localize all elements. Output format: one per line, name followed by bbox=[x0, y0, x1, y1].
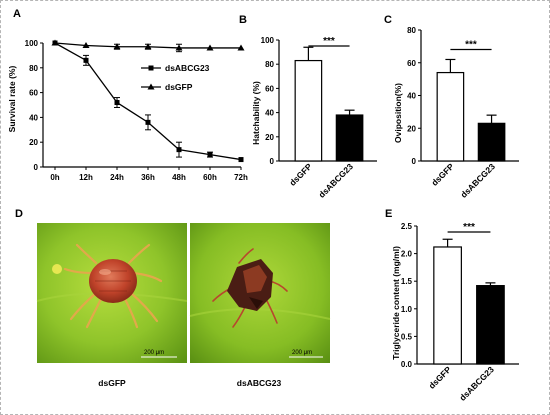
panel-d-label: D bbox=[15, 208, 23, 220]
panel-a-ylabel: Survival rate (%) bbox=[7, 66, 17, 133]
panel-b-bar-dsgfp bbox=[294, 59, 323, 162]
panel-c-y-tick-label: 20 bbox=[407, 124, 416, 133]
data-point-dsabcg23 bbox=[238, 157, 244, 163]
panel-b-y-tick-label: 0 bbox=[270, 157, 275, 166]
photo-dsabcg23: 200 μm bbox=[189, 223, 331, 363]
panel-a-x-tick-label: 60h bbox=[203, 173, 217, 182]
panel-c-x-tick-label: dsABCG23 bbox=[459, 161, 498, 200]
panel-a-y-tick-label: 0 bbox=[34, 163, 39, 172]
series-line-dsabcg23 bbox=[54, 42, 242, 161]
panel-c-x-tick-label: dsGFP bbox=[429, 161, 456, 188]
panel-b-ylabel: Hatchability (%) bbox=[251, 81, 261, 145]
panel-b-label: B bbox=[239, 14, 247, 26]
panel-a-y-tick-label: 100 bbox=[25, 39, 39, 48]
panel-a-x-tick-label: 12h bbox=[79, 173, 93, 182]
survival-line-chart: Survival rate (%) dsABCG23 dsGFP 0 20 40 60… bbox=[7, 39, 248, 182]
panel-e-significance-label: *** bbox=[463, 222, 475, 233]
triglyceride-bar-chart: Triglyceride content (mg/ml) 0.0 0.5 1.0 1.… bbox=[391, 222, 519, 403]
panel-a-x-tick-label: 24h bbox=[110, 173, 124, 182]
mite-photographs: 200 μm 200 μm dsGFP dsABCG23 bbox=[36, 223, 331, 388]
panel-b-bar-dsabcg23 bbox=[335, 114, 364, 162]
panel-e-y-tick-label: 2.0 bbox=[401, 250, 413, 259]
legend-label-dsabcg23: dsABCG23 bbox=[165, 63, 210, 73]
data-point-dsgfp bbox=[175, 44, 183, 51]
panel-a-x-tick-label: 48h bbox=[172, 173, 186, 182]
panel-e-label: E bbox=[385, 208, 392, 220]
panel-e-bar-dsgfp bbox=[433, 246, 462, 365]
panel-b-y-tick-label: 100 bbox=[261, 36, 275, 45]
panel-e-y-tick-label: 2.5 bbox=[401, 222, 413, 231]
data-point-dsgfp bbox=[144, 43, 152, 50]
panel-c-ylabel: Oviposition(%) bbox=[393, 83, 403, 143]
panel-e-y-tick-label: 1.0 bbox=[401, 305, 413, 314]
healthy-mite-picture bbox=[63, 243, 163, 329]
data-point-dsgfp bbox=[206, 44, 214, 51]
panel-a-y-tick-label: 40 bbox=[29, 113, 38, 122]
panel-b-x-tick-label: dsGFP bbox=[287, 161, 314, 188]
photo-dsgfp: 200 μm bbox=[36, 223, 188, 363]
data-point-dsabcg23 bbox=[207, 152, 213, 158]
scale-bar-label: 200 μm bbox=[292, 350, 312, 356]
data-point-dsgfp bbox=[82, 41, 90, 48]
oviposition-bar-chart: Oviposition(%) 0 20 40 60 80 dsGFP dsABCG23 *** bbox=[393, 26, 519, 200]
panel-a-y-tick-label: 20 bbox=[29, 138, 38, 147]
panel-a-x-tick-label: 0h bbox=[50, 173, 59, 182]
panel-c-y-tick-label: 40 bbox=[407, 92, 416, 101]
scale-bar-label: 200 μm bbox=[144, 350, 164, 356]
panel-c-y-tick-label: 80 bbox=[407, 26, 416, 35]
panel-b-y-tick-label: 60 bbox=[265, 84, 274, 93]
panel-e-y-tick-label: 1.5 bbox=[401, 277, 413, 286]
data-point-dsgfp bbox=[237, 44, 245, 51]
panel-a-legend: dsABCG23 dsGFP bbox=[141, 63, 210, 92]
panel-e-bar-dsabcg23 bbox=[476, 285, 505, 365]
panel-e-x-tick-label: dsABCG23 bbox=[457, 364, 496, 403]
panel-e-x-tick-label: dsGFP bbox=[427, 364, 454, 391]
panel-a-x-tick-label: 36h bbox=[141, 173, 155, 182]
panel-a-y-tick-label: 60 bbox=[29, 89, 38, 98]
panel-c-label: C bbox=[384, 14, 392, 26]
panel-b-x-tick-label: dsABCG23 bbox=[317, 161, 356, 200]
legend-marker-square-icon bbox=[148, 65, 154, 71]
data-point-dsabcg23 bbox=[114, 100, 120, 106]
legend-label-dsgfp: dsGFP bbox=[165, 82, 193, 92]
data-point-dsgfp bbox=[51, 39, 59, 46]
data-point-dsabcg23 bbox=[176, 147, 182, 153]
panel-b-y-tick-label: 20 bbox=[265, 133, 274, 142]
panel-c-significance-label: *** bbox=[465, 39, 477, 50]
panel-c-bar-dsabcg23 bbox=[477, 122, 506, 162]
panel-e-ylabel: Triglyceride content (mg/ml) bbox=[391, 246, 401, 360]
legend-marker-triangle-icon bbox=[147, 83, 155, 90]
data-point-dsabcg23 bbox=[145, 119, 151, 125]
panel-b-y-tick-label: 80 bbox=[265, 60, 274, 69]
data-point-dsabcg23 bbox=[83, 57, 89, 63]
highlight-spot bbox=[52, 264, 62, 274]
hatchability-bar-chart: Hatchability (%) 0 20 40 60 80 100 dsGFP dsABCG… bbox=[251, 36, 377, 200]
panel-b-y-tick-label: 40 bbox=[265, 109, 274, 118]
panel-a-x-tick-label: 72h bbox=[234, 173, 248, 182]
caption-dsabcg23: dsABCG23 bbox=[237, 378, 282, 388]
panel-c-bar-dsgfp bbox=[436, 71, 465, 162]
data-point-dsgfp bbox=[113, 43, 121, 50]
shriveled-mite-picture bbox=[212, 248, 288, 328]
panel-e-y-tick-label: 0.5 bbox=[401, 332, 413, 341]
panel-c-y-tick-label: 0 bbox=[412, 157, 417, 166]
panel-a-y-tick-label: 80 bbox=[29, 64, 38, 73]
panel-e-y-tick-label: 0.0 bbox=[401, 360, 413, 369]
caption-dsgfp: dsGFP bbox=[98, 378, 126, 388]
panel-b-significance-label: *** bbox=[323, 36, 335, 47]
panel-a-label: A bbox=[13, 8, 21, 20]
panel-c-y-tick-label: 60 bbox=[407, 59, 416, 68]
